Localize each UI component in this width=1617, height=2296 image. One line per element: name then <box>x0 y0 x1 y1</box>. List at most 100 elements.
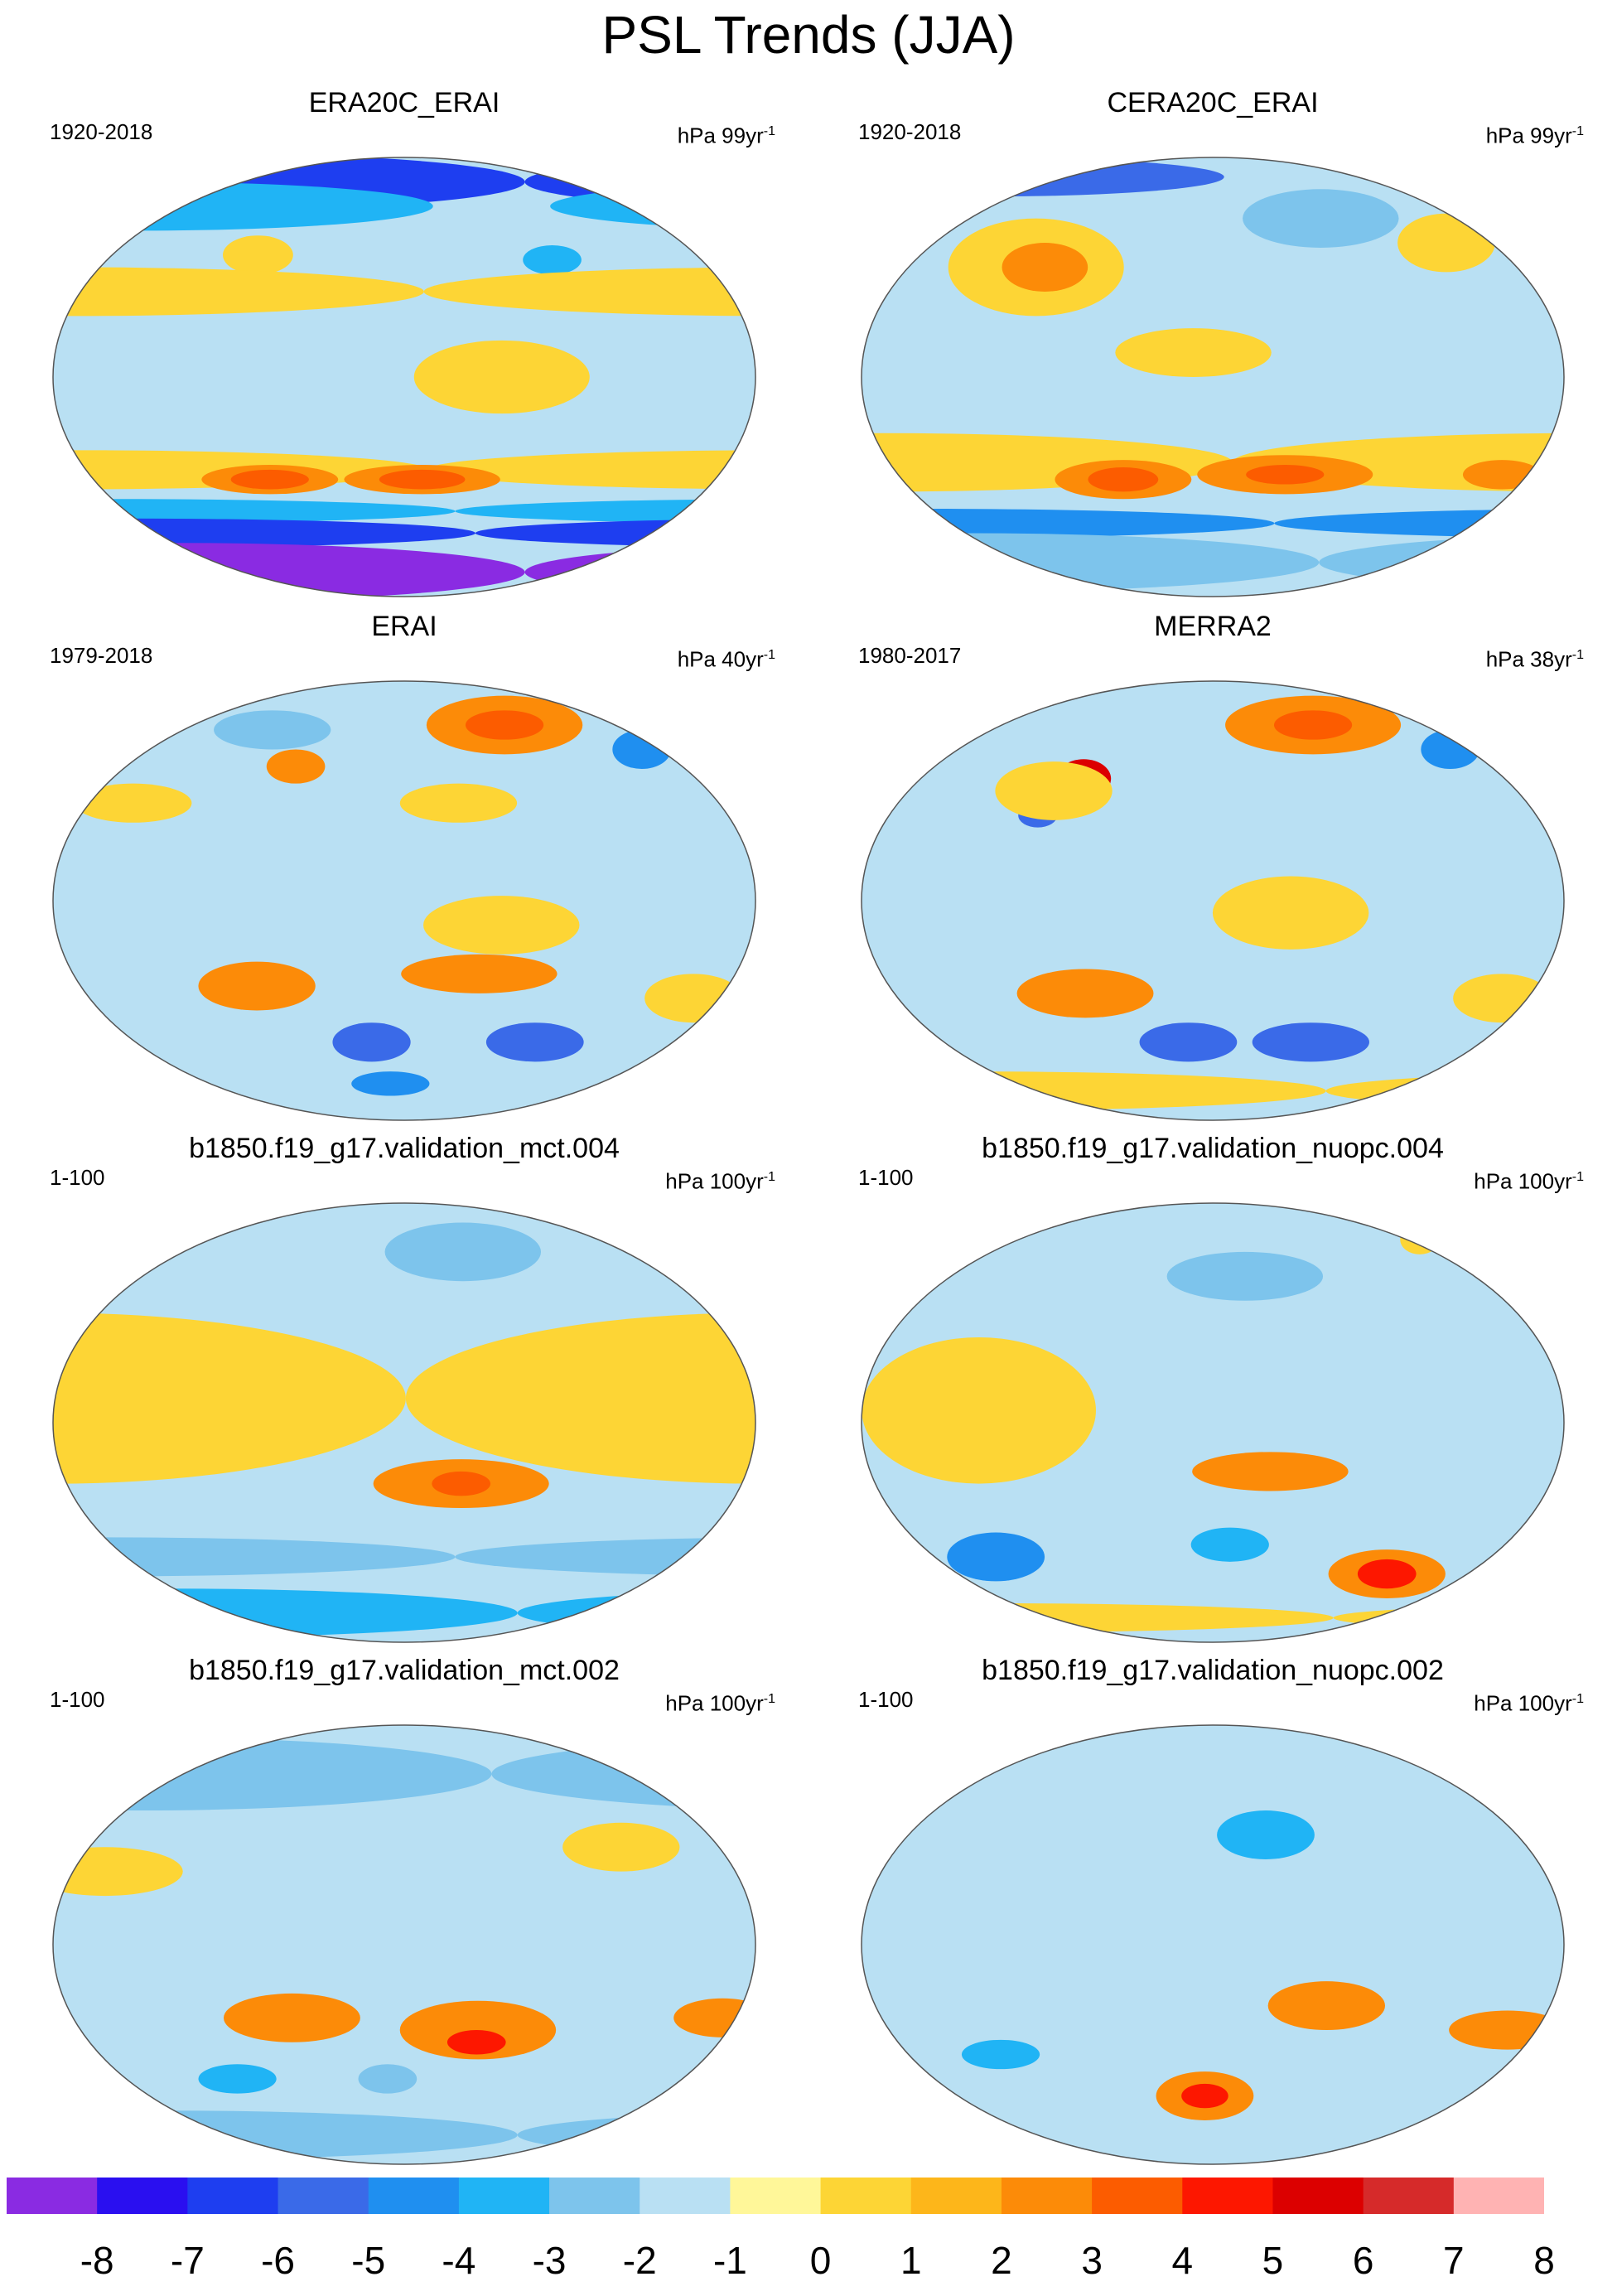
colorbar-swatch <box>1363 2178 1455 2214</box>
panel-period: 1-100 <box>858 1165 914 1190</box>
units-base: hPa 100yr <box>1474 1168 1572 1194</box>
trend-contour <box>446 2030 506 2055</box>
trend-contour <box>1217 1810 1315 1859</box>
trend-contour <box>198 2064 277 2094</box>
trend-contour <box>1212 876 1369 950</box>
panel-title: b1850.f19_g17.validation_mct.004 <box>189 1133 620 1164</box>
panel-period: 1920-2018 <box>858 119 962 144</box>
colorbar-tick-label: -5 <box>351 2239 386 2282</box>
trend-contour <box>947 1532 1045 1582</box>
figure-title: PSL Trends (JJA) <box>601 5 1016 65</box>
trend-contour <box>485 1022 584 1062</box>
robinson-map <box>52 1724 756 2165</box>
units-exponent: -1 <box>1571 1170 1584 1184</box>
robinson-map <box>52 157 756 597</box>
trend-contour <box>266 749 326 784</box>
units-base: hPa 100yr <box>1474 1690 1572 1716</box>
trend-contour <box>1462 460 1542 490</box>
panel-title: b1850.f19_g17.validation_nuopc.002 <box>982 1655 1444 1686</box>
units-exponent: -1 <box>1571 124 1584 138</box>
colorbar-swatch <box>820 2178 912 2214</box>
trend-contour <box>75 783 192 823</box>
panel-units: hPa 40yr-1 <box>678 643 775 672</box>
trend-contour <box>961 2039 1040 2070</box>
units-base: hPa 99yr <box>677 123 764 148</box>
colorbar-tick-label: 3 <box>1081 2239 1103 2282</box>
trend-contour <box>612 729 672 769</box>
trend-contour <box>198 961 316 1011</box>
trend-contour <box>523 245 582 275</box>
robinson-map <box>861 157 1565 597</box>
panel-period: 1-100 <box>858 1687 914 1712</box>
units-exponent: -1 <box>763 1170 775 1184</box>
trend-contour <box>351 1071 430 1096</box>
trend-contour <box>1246 465 1325 485</box>
colorbar-swatch <box>368 2178 460 2214</box>
trend-contour <box>1166 1251 1324 1301</box>
colorbar-swatch <box>910 2178 1002 2214</box>
panel-units: hPa 100yr-1 <box>665 1687 775 1716</box>
trend-contour <box>1232 433 1564 492</box>
colorbar-swatch <box>458 2178 550 2214</box>
map-outline <box>52 1202 756 1643</box>
trend-contour <box>230 469 309 490</box>
trend-contour <box>1181 2083 1228 2109</box>
trend-contour <box>399 783 518 823</box>
units-base: hPa 40yr <box>677 646 764 672</box>
map-panel: b1850.f19_g17.validation_nuopc.002 1-100 h… <box>808 1644 1617 2174</box>
units-exponent: -1 <box>763 124 775 138</box>
trend-contour <box>1267 1981 1386 2031</box>
map-outline <box>861 1202 1565 1643</box>
colorbar-tick-label: -7 <box>170 2239 205 2282</box>
colorbar-tick-label: -2 <box>622 2239 657 2282</box>
panel-period: 1-100 <box>50 1687 105 1712</box>
trend-contour <box>399 2000 557 2060</box>
map-panel: b1850.f19_g17.validation_nuopc.004 1-100 h… <box>808 1122 1617 1652</box>
colorbar-swatch <box>278 2178 369 2214</box>
colorbar-tick-label: 6 <box>1352 2239 1374 2282</box>
panel-title: CERA20C_ERAI <box>1107 87 1319 118</box>
colorbar-swatch <box>640 2178 731 2214</box>
colorbar-tick-label: 0 <box>809 2239 832 2282</box>
robinson-map <box>861 1724 1565 2165</box>
trend-contour <box>427 450 755 490</box>
map-outline <box>52 680 756 1121</box>
trend-contour <box>1243 189 1399 248</box>
trend-contour <box>1397 213 1495 273</box>
trend-contour <box>1453 974 1551 1023</box>
units-exponent: -1 <box>1571 648 1584 662</box>
trend-contour <box>1088 466 1159 492</box>
map-outline <box>52 1724 756 2165</box>
trend-contour <box>644 974 742 1023</box>
panel-units: hPa 38yr-1 <box>1486 643 1584 672</box>
colorbar-swatch <box>1182 2178 1273 2214</box>
trend-contour <box>214 710 331 750</box>
panel-units: hPa 100yr-1 <box>665 1165 775 1194</box>
colorbar-tick-label: 8 <box>1533 2239 1555 2282</box>
colorbar-tick-label: -6 <box>261 2239 295 2282</box>
panel-units: hPa 100yr-1 <box>1474 1165 1584 1194</box>
map-panel: ERAI 1979-2018 hPa 40yr-1 <box>0 600 808 1130</box>
colorbar-tick-label: 2 <box>991 2239 1012 2282</box>
units-exponent: -1 <box>763 648 775 662</box>
panel-title: b1850.f19_g17.validation_mct.002 <box>189 1655 620 1686</box>
trend-contour <box>455 1537 755 1577</box>
units-base: hPa 100yr <box>665 1168 764 1194</box>
trend-contour <box>1252 1022 1369 1062</box>
units-base: hPa 99yr <box>1485 123 1572 148</box>
colorbar-swatch <box>187 2178 279 2214</box>
trend-contour <box>432 1471 491 1496</box>
trend-contour <box>384 1222 542 1282</box>
trend-contour <box>1449 2010 1564 2050</box>
colorbar-swatch <box>1272 2178 1364 2214</box>
trend-contour <box>862 1337 1096 1484</box>
colorbar-tick-label: 7 <box>1443 2239 1465 2282</box>
trend-contour <box>332 1022 411 1062</box>
trend-contour <box>1192 1452 1349 1491</box>
units-exponent: -1 <box>1571 1692 1584 1706</box>
colorbar-swatch <box>549 2178 640 2214</box>
robinson-map <box>861 1202 1565 1643</box>
colorbar-tick-label: -8 <box>80 2239 114 2282</box>
trend-contour <box>223 1993 360 2042</box>
trend-contour <box>1458 157 1564 197</box>
